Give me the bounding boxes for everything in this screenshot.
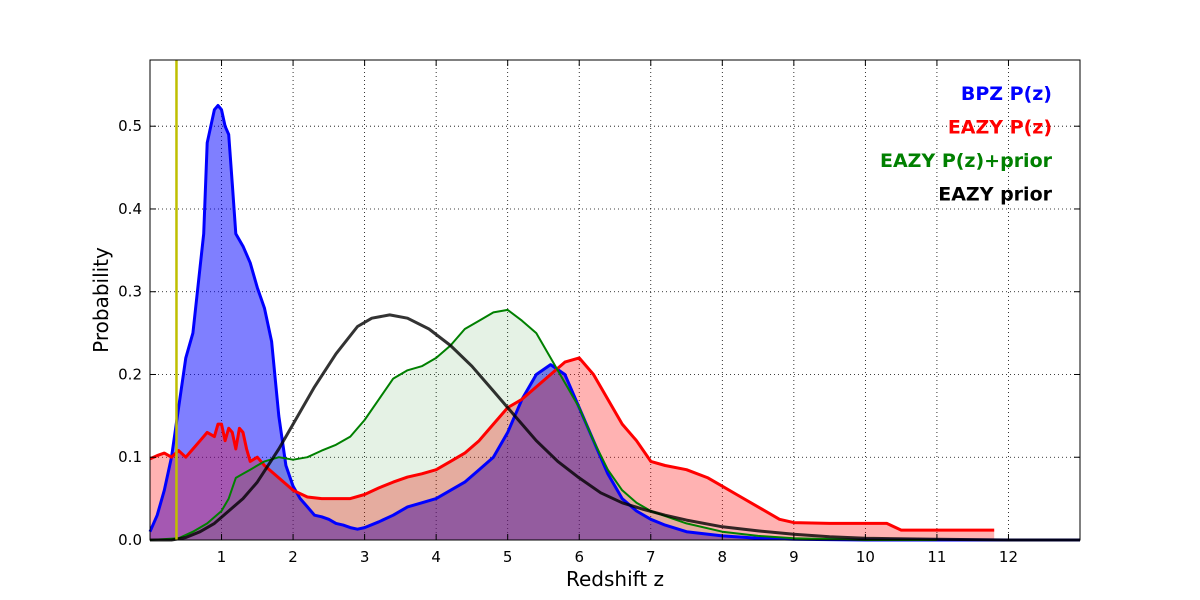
series-area-1 bbox=[150, 357, 995, 540]
x-tick-label: 7 bbox=[646, 548, 656, 566]
y-tick-label: 0.5 bbox=[118, 117, 142, 135]
x-tick-label: 4 bbox=[431, 548, 441, 566]
legend: BPZ P(z) EAZY P(z) EAZY P(z)+prior EAZY pri… bbox=[880, 83, 1053, 206]
plot-frame bbox=[149, 59, 1081, 541]
legend-entry: BPZ P(z) bbox=[961, 83, 1052, 105]
series-area-2 bbox=[150, 309, 937, 540]
x-tick-label: 6 bbox=[574, 548, 584, 566]
tick-layer: 1 2 3 4 5 6 7 8 9 10 11 120.00.10.20.30.40.5 bbox=[118, 60, 1080, 566]
x-tick-label: 11 bbox=[927, 548, 946, 566]
x-tick-label: 3 bbox=[360, 548, 370, 566]
x-tick-label: 5 bbox=[503, 548, 513, 566]
x-axis-label: Redshift z bbox=[566, 567, 664, 591]
y-tick-label: 0.2 bbox=[118, 365, 142, 383]
legend-entry: EAZY P(z) bbox=[948, 117, 1052, 139]
series-line-1 bbox=[149, 356, 995, 532]
series-line-2 bbox=[149, 308, 937, 541]
series-line-layer bbox=[148, 104, 1080, 542]
y-axis-label: Probability bbox=[89, 247, 113, 353]
x-tick-label: 9 bbox=[789, 548, 799, 566]
legend-entry: EAZY P(z)+prior bbox=[880, 150, 1053, 172]
legend-entry: EAZY prior bbox=[938, 184, 1052, 206]
y-tick-label: 0.1 bbox=[118, 448, 142, 466]
grid-layer bbox=[150, 60, 1080, 540]
x-tick-label: 2 bbox=[288, 548, 298, 566]
y-tick-label: 0.3 bbox=[118, 283, 142, 301]
x-tick-label: 12 bbox=[999, 548, 1018, 566]
y-tick-label: 0.0 bbox=[118, 531, 142, 549]
y-tick-label: 0.4 bbox=[118, 200, 142, 218]
x-tick-label: 10 bbox=[856, 548, 875, 566]
x-tick-label: 8 bbox=[718, 548, 728, 566]
x-tick-label: 1 bbox=[217, 548, 227, 566]
series-line-3 bbox=[150, 313, 1080, 542]
